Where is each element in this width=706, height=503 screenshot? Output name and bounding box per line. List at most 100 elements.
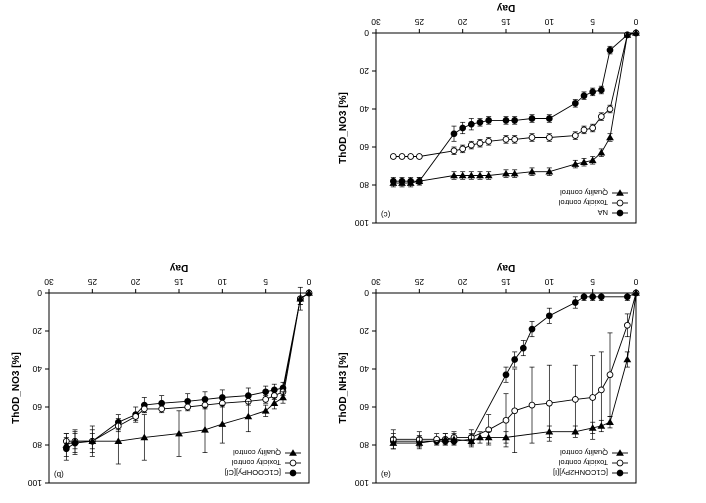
legend-entry: Quality control (233, 448, 281, 457)
y-tick-label: 60 (359, 142, 369, 152)
data-point (632, 289, 640, 296)
y-tick-label: 0 (364, 28, 369, 38)
panel-tag: (c) (381, 210, 391, 219)
legend-entry: [C1COOHPy][Cl] (225, 468, 281, 477)
data-point (114, 437, 123, 444)
data-point (511, 136, 519, 143)
x-tick-label: 0 (633, 17, 638, 27)
data-point (623, 31, 632, 38)
data-point (545, 427, 554, 435)
x-tick-label: 10 (544, 277, 554, 287)
data-point (623, 321, 631, 329)
data-point (389, 179, 398, 186)
data-point (305, 289, 313, 296)
data-point (511, 117, 519, 124)
data-point (519, 344, 527, 352)
legend-entry: Toxicity control (558, 458, 608, 467)
data-point (502, 117, 510, 124)
data-point (606, 133, 614, 141)
data-point (597, 86, 605, 94)
x-tick-label: 15 (501, 277, 511, 287)
x-tick-label: 30 (371, 17, 381, 27)
data-point (184, 403, 192, 411)
series-1 (389, 29, 640, 160)
data-point (528, 115, 536, 122)
x-tick-label: 5 (263, 277, 268, 287)
data-point (415, 153, 423, 160)
data-point (502, 136, 510, 143)
data-point (467, 171, 476, 179)
data-point (571, 160, 580, 167)
x-tick-label: 20 (458, 277, 468, 287)
x-tick-label: 20 (131, 277, 141, 287)
data-point (476, 171, 484, 179)
y-tick-label: 20 (359, 326, 369, 336)
data-point (476, 118, 484, 126)
series-0 (62, 286, 313, 461)
data-point (597, 113, 605, 120)
x-tick-label: 25 (414, 277, 424, 287)
x-tick-label: 15 (174, 277, 184, 287)
legend-entry: Quality control (560, 448, 608, 457)
data-point (261, 407, 270, 414)
data-point (571, 132, 579, 139)
legend-entry: NA (598, 208, 608, 217)
data-point (398, 179, 406, 186)
data-point (270, 399, 279, 406)
data-point (571, 99, 579, 107)
data-point (450, 147, 458, 155)
series-2 (389, 289, 640, 450)
data-point (580, 158, 588, 165)
data-point (476, 433, 484, 441)
data-point (528, 167, 536, 175)
data-point (71, 437, 79, 444)
y-tick-label: 80 (32, 440, 42, 450)
y-axis-title: ThOD_NO3 [%] (11, 352, 22, 424)
x-tick-label: 25 (87, 277, 97, 287)
data-point (140, 405, 148, 413)
y-tick-label: 80 (359, 180, 369, 190)
data-point (597, 386, 605, 394)
data-point (510, 169, 519, 177)
x-tick-label: 25 (414, 17, 424, 27)
legend-entry: [C1CONH2Py][I] (553, 468, 608, 477)
data-point (476, 139, 484, 147)
legend-marker (616, 199, 624, 207)
y-tick-label: 100 (28, 478, 42, 488)
data-point (467, 437, 476, 444)
data-point (407, 153, 415, 160)
x-axis-title: Day (169, 262, 188, 273)
data-point (623, 355, 632, 363)
data-point (502, 169, 510, 177)
data-point (441, 435, 450, 443)
series-line (66, 292, 310, 446)
data-point (588, 424, 597, 431)
data-point (296, 294, 305, 302)
x-axis-title: Day (496, 262, 515, 273)
data-point (511, 407, 519, 415)
legend-marker (616, 469, 624, 477)
y-axis-title: ThOD_NO3 [%] (338, 92, 349, 164)
data-point (632, 29, 640, 36)
data-point (571, 299, 579, 306)
data-point (244, 412, 253, 420)
data-point (545, 312, 553, 320)
data-point (597, 148, 606, 156)
x-tick-label: 20 (458, 17, 468, 27)
data-point (606, 418, 614, 425)
data-point (580, 92, 588, 100)
y-tick-label: 60 (359, 402, 369, 412)
data-point (623, 293, 631, 301)
data-point (545, 399, 553, 407)
y-tick-label: 40 (32, 364, 42, 374)
data-point (467, 141, 475, 149)
data-point (132, 413, 140, 420)
x-tick-label: 30 (44, 277, 54, 287)
data-point (406, 179, 415, 186)
x-tick-label: 5 (590, 277, 595, 287)
